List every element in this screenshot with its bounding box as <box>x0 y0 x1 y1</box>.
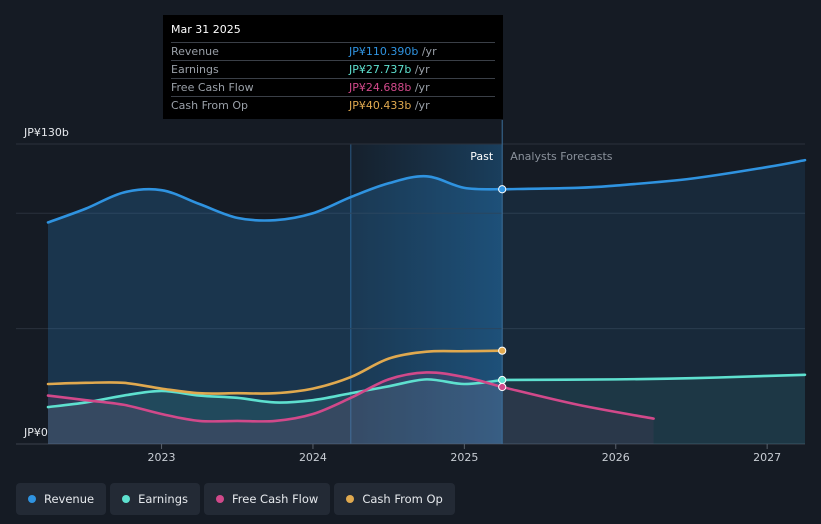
series-marker-1 <box>498 375 507 385</box>
series-marker-2 <box>498 382 507 392</box>
tooltip-row-cash-from-op: Cash From Op JP¥40.433b /yr <box>171 96 495 114</box>
area-fill-past-0 <box>48 176 503 444</box>
tooltip-row-label: Earnings <box>171 63 219 76</box>
y-axis-bottom-label: JP¥0 <box>24 426 48 439</box>
legend-label: Cash From Op <box>362 492 443 506</box>
tooltip-date: Mar 31 2025 <box>171 23 241 36</box>
tooltip-row-label: Revenue <box>171 45 219 58</box>
series-line-past-1 <box>46 378 504 409</box>
tooltip-row-earnings: Earnings JP¥27.737b /yr <box>171 60 495 78</box>
legend-label: Earnings <box>138 492 188 506</box>
tooltip-row-label: Free Cash Flow <box>171 81 254 94</box>
legend-item-earnings[interactable]: Earnings <box>110 483 200 515</box>
tooltip-row-label: Cash From Op <box>171 99 249 112</box>
legend-dot-icon <box>216 495 224 503</box>
past-label: Past <box>470 150 494 163</box>
area-fill-past-2 <box>48 372 503 444</box>
series-marker-3 <box>498 346 507 355</box>
area-fill-forecast-0 <box>502 160 805 444</box>
x-tick-label-0: 2023 <box>148 451 176 464</box>
tooltip-rows: Revenue JP¥110.390b /yr Earnings JP¥27.737b… <box>171 42 495 114</box>
x-tick-label-2: 2025 <box>450 451 478 464</box>
series-line-forecast-0 <box>500 158 807 191</box>
tooltip-row-value: JP¥27.737b /yr <box>349 63 430 76</box>
tooltip-row-value: JP¥110.390b /yr <box>349 45 437 58</box>
x-tick-label-1: 2024 <box>299 451 327 464</box>
area-fill-forecast-2 <box>502 387 654 444</box>
tooltip: Mar 31 2025 Revenue JP¥110.390b /yr Earnin… <box>163 15 503 119</box>
legend: Revenue Earnings Free Cash Flow Cash From O… <box>16 483 455 515</box>
tooltip-row-free-cash-flow: Free Cash Flow JP¥24.688b /yr <box>171 78 495 96</box>
legend-label: Free Cash Flow <box>232 492 319 506</box>
legend-item-revenue[interactable]: Revenue <box>16 483 107 515</box>
legend-dot-icon <box>28 495 36 503</box>
series-line-past-0 <box>46 174 504 224</box>
series-line-forecast-1 <box>500 373 807 382</box>
series-line-past-2 <box>46 371 504 423</box>
legend-item-free-cash-flow[interactable]: Free Cash Flow <box>204 483 331 515</box>
past-highlight-band <box>350 144 503 444</box>
x-tick-label-3: 2026 <box>602 451 630 464</box>
series-line-past-3 <box>46 349 504 395</box>
legend-label: Revenue <box>44 492 95 506</box>
series-line-forecast-2 <box>500 385 655 420</box>
forecast-label: Analysts Forecasts <box>510 150 613 163</box>
area-fill-past-1 <box>48 379 503 444</box>
tooltip-row-revenue: Revenue JP¥110.390b /yr <box>171 42 495 60</box>
area-fill-forecast-1 <box>502 374 805 444</box>
y-axis-top-label: JP¥130b <box>24 126 69 139</box>
tooltip-row-value: JP¥40.433b /yr <box>349 99 430 112</box>
legend-item-cash-from-op[interactable]: Cash From Op <box>334 483 455 515</box>
legend-dot-icon <box>122 495 131 503</box>
legend-dot-icon <box>346 495 355 503</box>
tooltip-row-value: JP¥24.688b /yr <box>349 81 430 94</box>
x-tick-label-4: 2027 <box>753 451 781 464</box>
series-marker-0 <box>498 185 507 194</box>
